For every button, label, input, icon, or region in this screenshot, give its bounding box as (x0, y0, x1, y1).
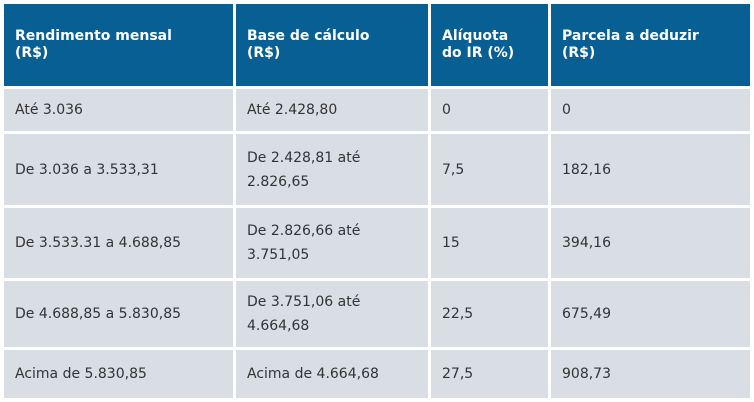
header-cell: Parcela a deduzir (R$) (551, 4, 750, 86)
table-row: De 3.533.31 a 4.688,85 De 2.826,66 até 3.… (4, 208, 750, 278)
header-cell: Rendimento mensal (R$) (4, 4, 233, 86)
table-cell: Até 3.036 (4, 89, 233, 131)
table-cell: De 3.036 a 3.533,31 (4, 134, 233, 205)
table-cell: 7,5 (431, 134, 548, 205)
header-cell: Base de cálculo (R$) (236, 4, 428, 86)
header-row: Rendimento mensal (R$) Base de cálculo (R… (4, 4, 750, 86)
table-cell: 394,16 (551, 208, 750, 278)
table-cell: De 2.826,66 até 3.751,05 (236, 208, 428, 278)
header-cell: Alíquota do IR (%) (431, 4, 548, 86)
table-cell: 182,16 (551, 134, 750, 205)
table-row: De 3.036 a 3.533,31 De 2.428,81 até 2.826… (4, 134, 750, 205)
table-cell: De 3.533.31 a 4.688,85 (4, 208, 233, 278)
table-cell: 22,5 (431, 281, 548, 347)
table-row: De 4.688,85 a 5.830,85 De 3.751,06 até 4.… (4, 281, 750, 347)
table-cell: 0 (431, 89, 548, 131)
table-cell: 15 (431, 208, 548, 278)
table-cell: De 2.428,81 até 2.826,65 (236, 134, 428, 205)
table-cell: 27,5 (431, 350, 548, 398)
table-cell: De 4.688,85 a 5.830,85 (4, 281, 233, 347)
table-cell: 0 (551, 89, 750, 131)
table-row: Acima de 5.830,85 Acima de 4.664,68 27,5 90… (4, 350, 750, 398)
table-cell: Até 2.428,80 (236, 89, 428, 131)
table-cell: Acima de 5.830,85 (4, 350, 233, 398)
table-cell: Acima de 4.664,68 (236, 350, 428, 398)
table-cell: 908,73 (551, 350, 750, 398)
table-cell: De 3.751,06 até 4.664,68 (236, 281, 428, 347)
table-row: Até 3.036 Até 2.428,80 0 0 (4, 89, 750, 131)
table-cell: 675,49 (551, 281, 750, 347)
